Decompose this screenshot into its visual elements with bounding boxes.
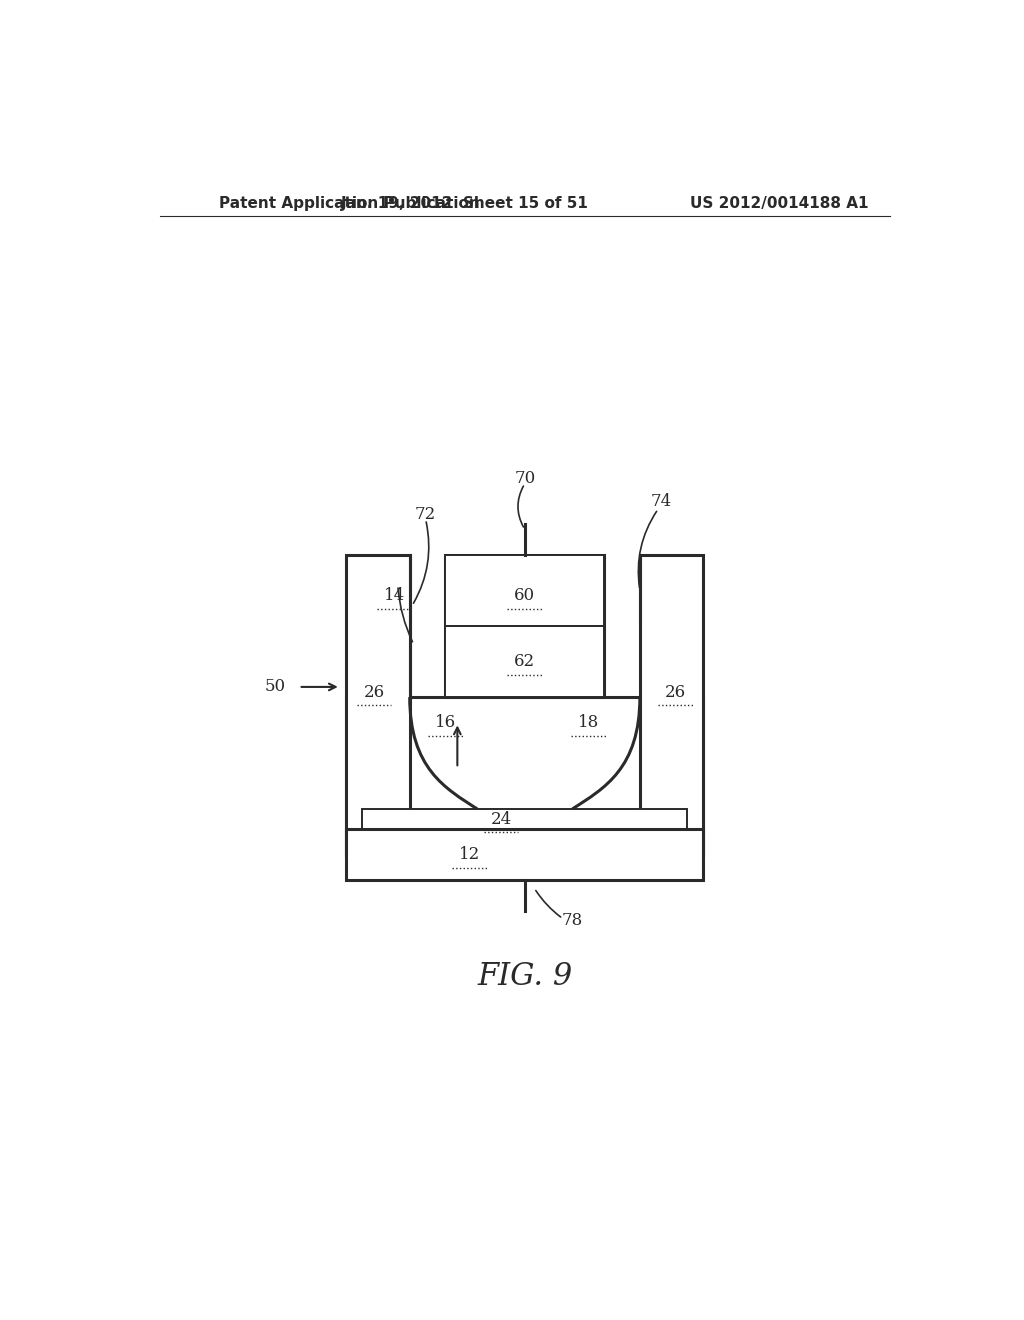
Text: 26: 26 — [364, 684, 385, 701]
Bar — [346, 554, 410, 854]
Text: 70: 70 — [514, 470, 536, 487]
Bar — [346, 697, 703, 854]
Bar — [640, 554, 703, 854]
Text: 26: 26 — [665, 684, 686, 701]
Text: FIG. 9: FIG. 9 — [477, 961, 572, 993]
Text: 72: 72 — [415, 506, 436, 523]
Text: US 2012/0014188 A1: US 2012/0014188 A1 — [689, 195, 868, 211]
Text: 50: 50 — [264, 678, 286, 696]
Text: 62: 62 — [514, 653, 536, 671]
Bar — [346, 829, 703, 880]
Bar — [362, 809, 687, 829]
Text: 18: 18 — [578, 714, 599, 731]
Text: 24: 24 — [490, 810, 512, 828]
Bar — [445, 554, 604, 626]
Text: 78: 78 — [562, 912, 583, 929]
Text: 16: 16 — [435, 714, 456, 731]
Text: 14: 14 — [384, 587, 406, 605]
Text: 12: 12 — [459, 846, 480, 863]
Bar — [445, 626, 604, 697]
Text: Jan. 19, 2012  Sheet 15 of 51: Jan. 19, 2012 Sheet 15 of 51 — [341, 195, 589, 211]
Text: Patent Application Publication: Patent Application Publication — [219, 195, 480, 211]
Bar — [445, 554, 604, 697]
Text: 74: 74 — [650, 494, 672, 511]
Text: 60: 60 — [514, 587, 536, 605]
